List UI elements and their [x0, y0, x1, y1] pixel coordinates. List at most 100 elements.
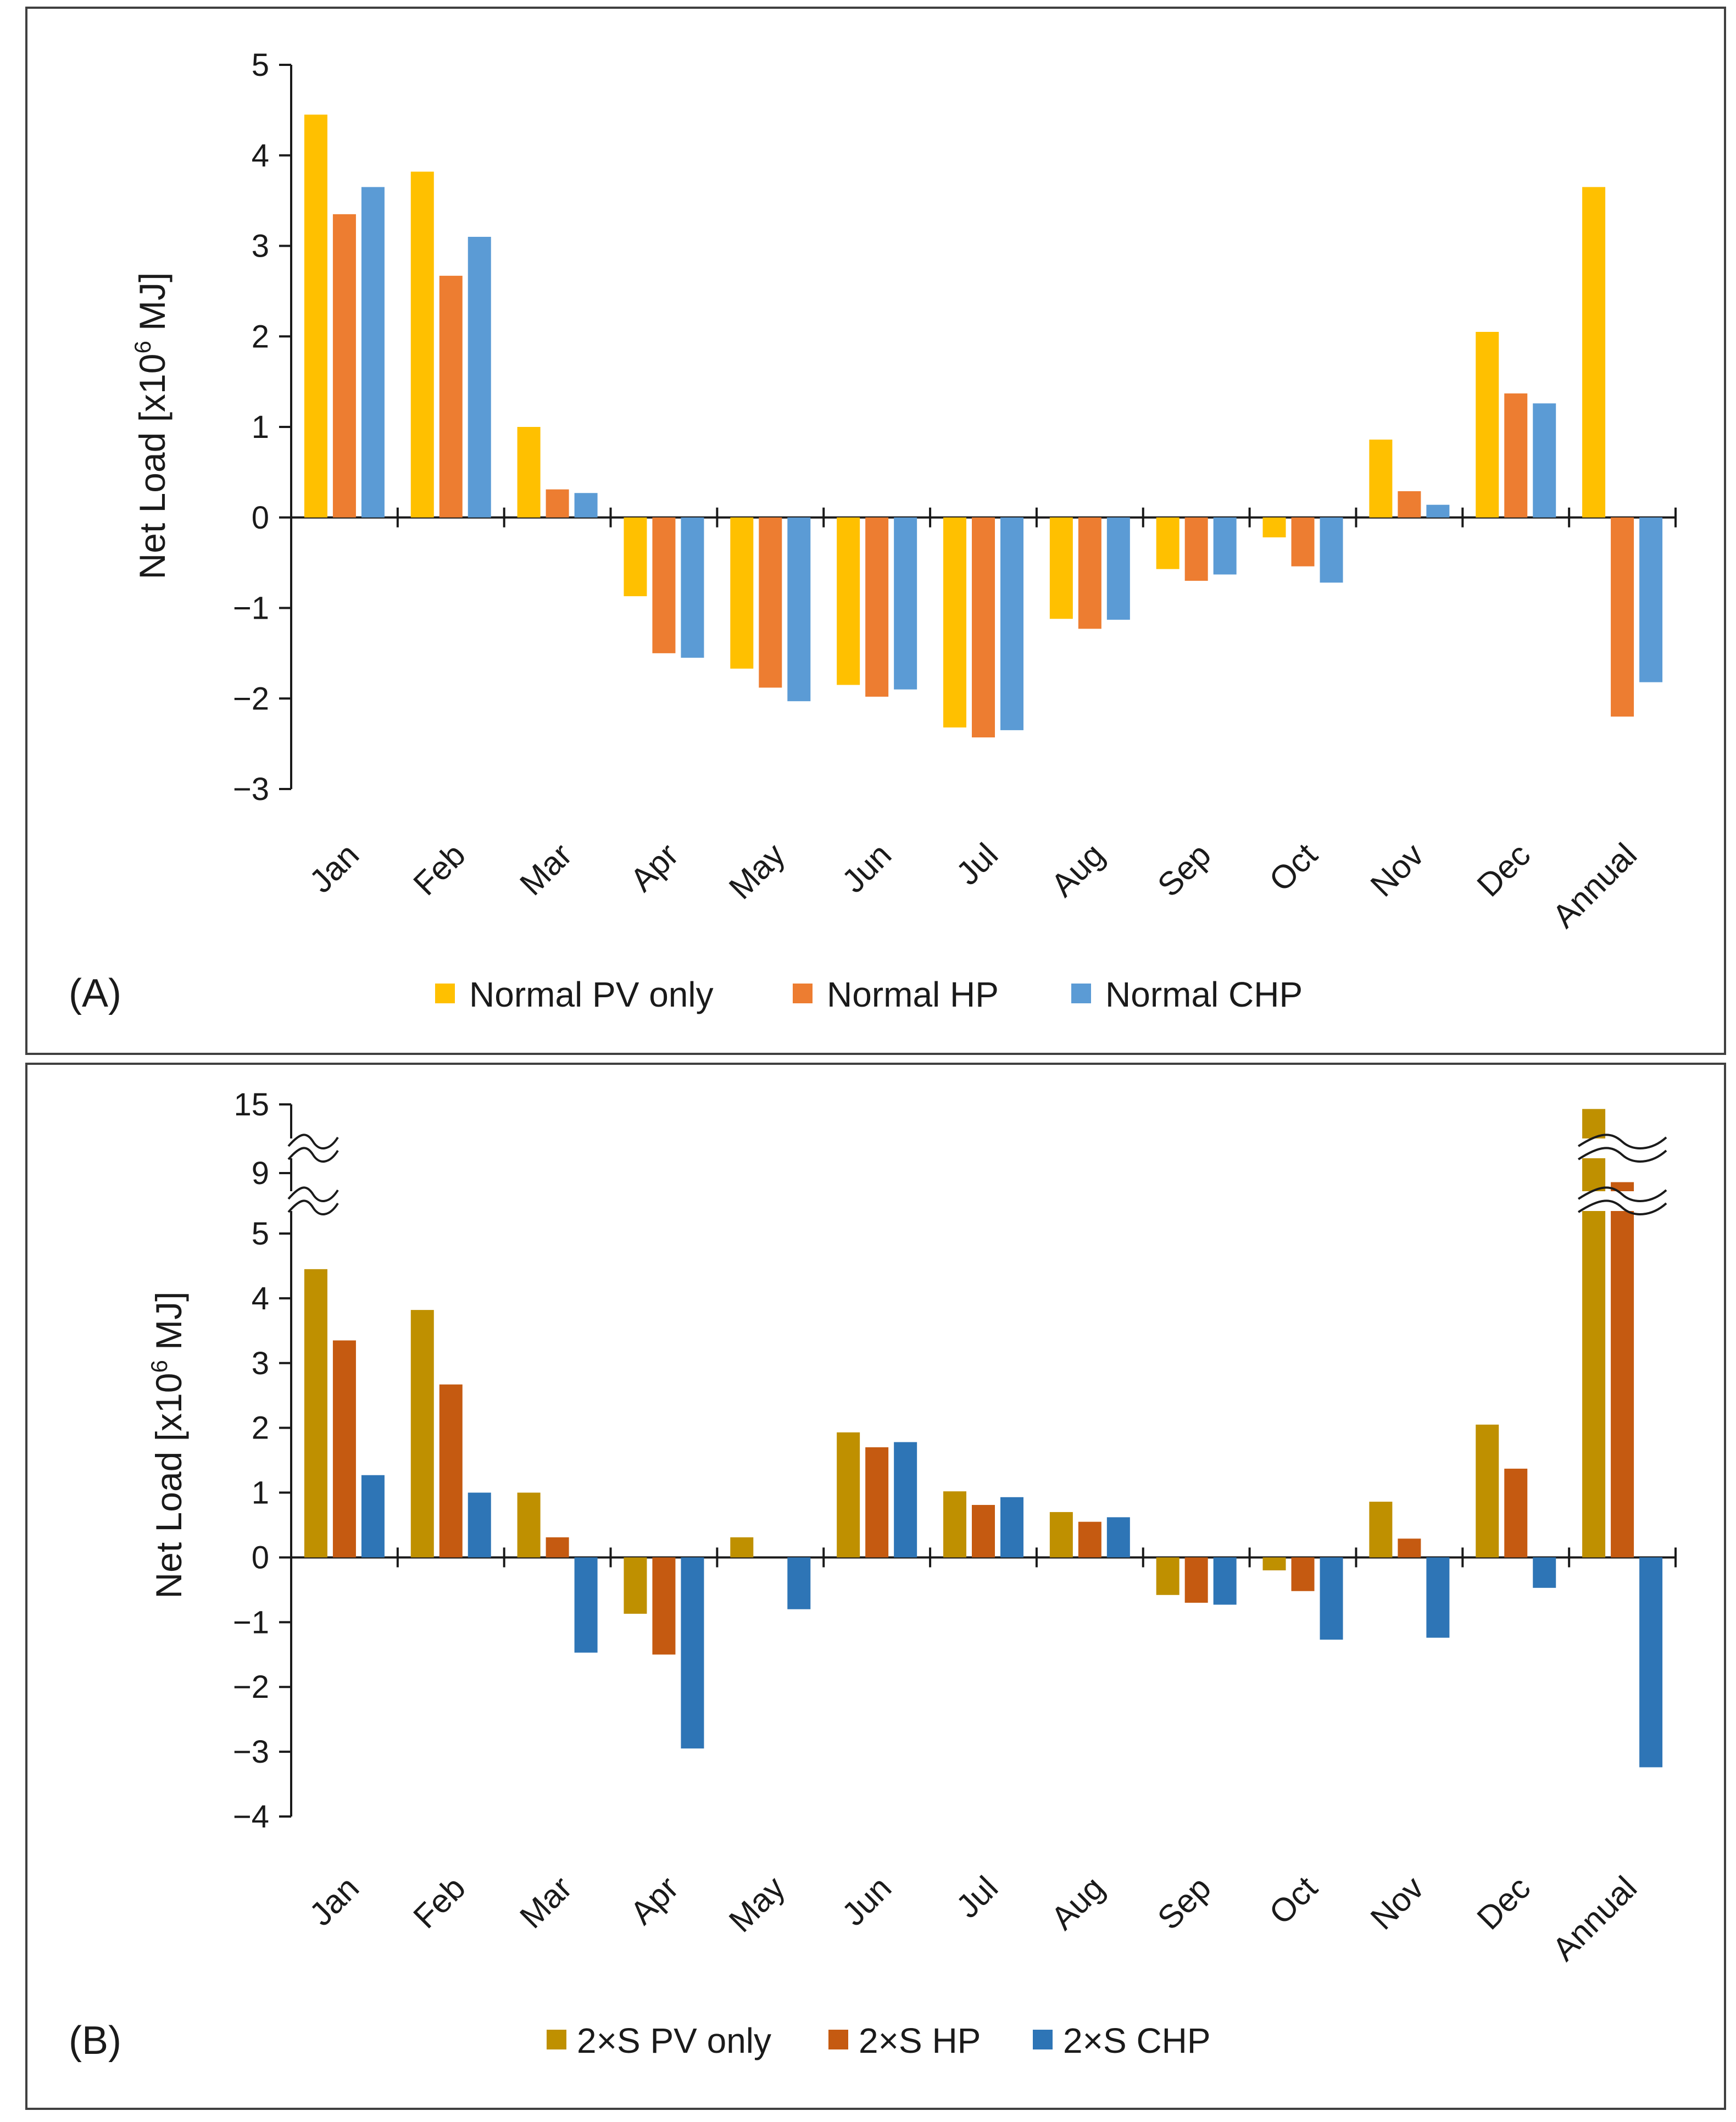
bar-apr-series-2 — [652, 517, 676, 653]
bar-nov-series-2 — [1398, 491, 1421, 518]
y-tick-label: 1 — [252, 409, 269, 445]
bar-may-series-3 — [787, 517, 811, 702]
y-axis-title-superscript: 6 — [146, 1360, 172, 1373]
bar-feb-series-1 — [410, 171, 434, 518]
legend-b-hp-label: 2×S HP — [859, 2021, 981, 2060]
x-category-label: Apr — [623, 836, 685, 898]
bar-oct-series-1 — [1262, 1557, 1286, 1571]
x-category-label: Jul — [949, 836, 1005, 892]
x-category-label: Aug — [1044, 836, 1111, 904]
bar-jan-series-3 — [361, 187, 385, 518]
y-tick-label: 3 — [252, 1346, 269, 1381]
bar-sep-series-2 — [1184, 517, 1208, 581]
bar-aug-series-2 — [1078, 517, 1101, 629]
axis-break-mark — [287, 1199, 339, 1215]
bar-annual-series-2 — [1611, 517, 1634, 717]
legend-b: 2×S PV only 2×S HP 2×S CHP — [547, 2021, 1211, 2060]
bar-feb-series-2 — [439, 275, 463, 518]
panel-b-chart: −4 −3 −2 −1 0 1 2 3 4 5 9 15 Jan Feb Mar Apr May Jun Jul Au… — [146, 1087, 1677, 1968]
panel-a-frame — [25, 7, 1726, 1055]
legend-b-swatch-hp — [828, 2030, 848, 2049]
legend-b-swatch-pv — [547, 2030, 566, 2049]
x-category-label: Mar — [513, 1869, 578, 1935]
axis-break-mark — [287, 1134, 339, 1149]
bar-jun-series-3 — [894, 1442, 917, 1558]
axis-break-mark — [1577, 1147, 1667, 1163]
bar-dec-series-1 — [1476, 1424, 1499, 1558]
y-tick-label: 0 — [252, 1540, 269, 1575]
bar-nov-series-1 — [1369, 440, 1393, 518]
axis-break-mark — [1577, 1186, 1667, 1202]
bar-mar-series-2 — [546, 1537, 569, 1558]
bar-nov-series-3 — [1426, 504, 1450, 518]
bar-apr-series-1 — [624, 517, 647, 597]
legend-a-swatch-chp — [1071, 984, 1091, 1003]
bar-oct-series-1 — [1262, 517, 1286, 537]
bar-sep-series-2 — [1184, 1557, 1208, 1603]
bar-jan-series-1 — [304, 1269, 327, 1558]
bar-may-series-1 — [730, 1537, 754, 1558]
bar-mar-series-3 — [574, 493, 598, 518]
bar-sep-series-1 — [1156, 517, 1179, 569]
x-category-label: Dec — [1470, 1869, 1538, 1937]
x-category-label: Nov — [1364, 1869, 1431, 1937]
bar-nov-series-2 — [1398, 1538, 1421, 1558]
y-tick-label: 5 — [252, 1216, 269, 1252]
bar-mar-series-2 — [546, 489, 569, 518]
y-tick-label: 2 — [252, 319, 269, 354]
y-tick-label: −4 — [233, 1799, 269, 1835]
bar-feb-series-3 — [468, 1492, 491, 1558]
y-tick-label: −1 — [233, 591, 269, 626]
legend-a-chp-label: Normal CHP — [1105, 975, 1303, 1014]
x-category-label: Sep — [1150, 1869, 1218, 1937]
bar-oct-series-2 — [1291, 1557, 1315, 1591]
bar-aug-series-2 — [1078, 1521, 1101, 1558]
bar-aug-series-3 — [1106, 1517, 1130, 1558]
bar-dec-series-3 — [1533, 403, 1556, 518]
legend-a-hp-label: Normal HP — [827, 975, 999, 1014]
x-category-label: Annual — [1545, 1869, 1644, 1968]
bar-feb-series-2 — [439, 1384, 463, 1558]
bar-sep-series-1 — [1156, 1557, 1179, 1595]
x-category-label: May — [722, 1869, 792, 1940]
bar-oct-series-3 — [1320, 517, 1343, 583]
bar-annual-series-1 — [1582, 1109, 1606, 1558]
bar-annual-series-1 — [1582, 187, 1606, 518]
y-tick-label: −1 — [233, 1604, 269, 1640]
y-axis-title: Net Load [x106 MJ] — [146, 1292, 189, 1599]
legend-a-pv-label: Normal PV only — [469, 975, 714, 1014]
x-category-label: Jan — [302, 836, 366, 900]
legend-b-chp-label: 2×S CHP — [1063, 2021, 1211, 2060]
y-axis-title-end: MJ] — [132, 273, 173, 341]
bar-annual-series-3 — [1639, 1557, 1663, 1768]
x-category-label: Jun — [835, 836, 899, 900]
y-axis-title: Net Load [x106 MJ] — [130, 273, 173, 580]
y-axis-title-superscript: 6 — [130, 341, 155, 353]
panel-b-label: (B) — [69, 2019, 121, 2063]
y-axis-title-main: Net Load [x10 — [148, 1373, 189, 1599]
bar-jul-series-3 — [1000, 1497, 1023, 1558]
x-category-label: Jan — [302, 1869, 366, 1933]
bar-sep-series-3 — [1213, 1557, 1237, 1605]
bar-jul-series-3 — [1000, 517, 1023, 730]
bar-feb-series-3 — [468, 237, 491, 518]
x-category-label: Feb — [406, 1869, 472, 1935]
legend-a-swatch-pv — [435, 984, 455, 1003]
y-tick-label-break: 15 — [233, 1087, 269, 1123]
y-tick-label: 4 — [252, 138, 269, 174]
bar-jan-series-3 — [361, 1475, 385, 1558]
y-tick-label: 2 — [252, 1410, 269, 1446]
x-category-label: Apr — [623, 1869, 685, 1931]
x-category-label: Jun — [835, 1869, 899, 1933]
bar-apr-series-2 — [652, 1557, 676, 1655]
bar-jun-series-1 — [837, 517, 860, 685]
bar-may-series-3 — [787, 1557, 811, 1609]
y-tick-label: 1 — [252, 1475, 269, 1511]
bar-mar-series-1 — [517, 1492, 541, 1558]
bar-mar-series-3 — [574, 1557, 598, 1653]
legend-a-swatch-hp — [793, 984, 813, 1003]
x-category-label: Mar — [513, 836, 578, 902]
y-tick-label-break: 9 — [252, 1156, 269, 1191]
bar-jun-series-3 — [894, 517, 917, 690]
legend-a: Normal PV only Normal HP Normal CHP — [435, 975, 1303, 1014]
